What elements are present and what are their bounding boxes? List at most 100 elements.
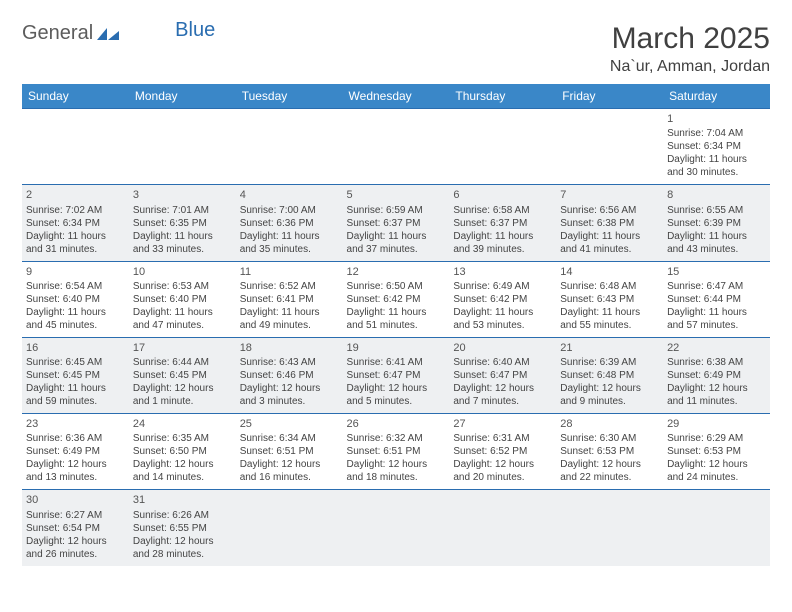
calendar-day-cell — [663, 490, 770, 566]
daylight-text: Daylight: 12 hours and 20 minutes. — [453, 458, 552, 484]
sunrise-text: Sunrise: 6:53 AM — [133, 280, 232, 293]
daylight-text: Daylight: 12 hours and 11 minutes. — [667, 382, 766, 408]
title-block: March 2025 Na`ur, Amman, Jordan — [610, 22, 770, 76]
daylight-text: Daylight: 11 hours and 55 minutes. — [560, 306, 659, 332]
sunset-text: Sunset: 6:47 PM — [453, 369, 552, 382]
calendar-body: 1Sunrise: 7:04 AMSunset: 6:34 PMDaylight… — [22, 109, 770, 566]
calendar-day-cell: 28Sunrise: 6:30 AMSunset: 6:53 PMDayligh… — [556, 414, 663, 490]
daylight-text: Daylight: 11 hours and 41 minutes. — [560, 230, 659, 256]
weekday-header: Wednesday — [343, 84, 450, 109]
day-number: 25 — [240, 417, 339, 431]
daylight-text: Daylight: 11 hours and 35 minutes. — [240, 230, 339, 256]
calendar-day-cell: 9Sunrise: 6:54 AMSunset: 6:40 PMDaylight… — [22, 261, 129, 337]
calendar-day-cell: 6Sunrise: 6:58 AMSunset: 6:37 PMDaylight… — [449, 185, 556, 261]
calendar-day-cell: 20Sunrise: 6:40 AMSunset: 6:47 PMDayligh… — [449, 337, 556, 413]
sunrise-text: Sunrise: 6:40 AM — [453, 356, 552, 369]
calendar-day-cell: 12Sunrise: 6:50 AMSunset: 6:42 PMDayligh… — [343, 261, 450, 337]
sunrise-text: Sunrise: 6:44 AM — [133, 356, 232, 369]
sunset-text: Sunset: 6:37 PM — [453, 217, 552, 230]
daylight-text: Daylight: 12 hours and 28 minutes. — [133, 535, 232, 561]
calendar-day-cell: 29Sunrise: 6:29 AMSunset: 6:53 PMDayligh… — [663, 414, 770, 490]
day-number: 24 — [133, 417, 232, 431]
sunrise-text: Sunrise: 6:56 AM — [560, 204, 659, 217]
calendar-day-cell: 31Sunrise: 6:26 AMSunset: 6:55 PMDayligh… — [129, 490, 236, 566]
calendar-day-cell: 10Sunrise: 6:53 AMSunset: 6:40 PMDayligh… — [129, 261, 236, 337]
sunrise-text: Sunrise: 6:58 AM — [453, 204, 552, 217]
month-title: March 2025 — [610, 22, 770, 56]
daylight-text: Daylight: 11 hours and 45 minutes. — [26, 306, 125, 332]
sunset-text: Sunset: 6:51 PM — [347, 445, 446, 458]
daylight-text: Daylight: 12 hours and 22 minutes. — [560, 458, 659, 484]
day-number: 4 — [240, 188, 339, 202]
sunrise-text: Sunrise: 7:01 AM — [133, 204, 232, 217]
calendar-day-cell: 1Sunrise: 7:04 AMSunset: 6:34 PMDaylight… — [663, 109, 770, 185]
day-number: 10 — [133, 265, 232, 279]
daylight-text: Daylight: 12 hours and 26 minutes. — [26, 535, 125, 561]
daylight-text: Daylight: 12 hours and 5 minutes. — [347, 382, 446, 408]
sunrise-text: Sunrise: 7:04 AM — [667, 127, 766, 140]
daylight-text: Daylight: 12 hours and 9 minutes. — [560, 382, 659, 408]
calendar-day-cell — [556, 490, 663, 566]
calendar-day-cell: 25Sunrise: 6:34 AMSunset: 6:51 PMDayligh… — [236, 414, 343, 490]
daylight-text: Daylight: 11 hours and 47 minutes. — [133, 306, 232, 332]
calendar-day-cell: 19Sunrise: 6:41 AMSunset: 6:47 PMDayligh… — [343, 337, 450, 413]
daylight-text: Daylight: 11 hours and 49 minutes. — [240, 306, 339, 332]
daylight-text: Daylight: 12 hours and 3 minutes. — [240, 382, 339, 408]
sunset-text: Sunset: 6:45 PM — [26, 369, 125, 382]
calendar-header-row: SundayMondayTuesdayWednesdayThursdayFrid… — [22, 84, 770, 109]
daylight-text: Daylight: 11 hours and 37 minutes. — [347, 230, 446, 256]
day-number: 31 — [133, 493, 232, 507]
sunset-text: Sunset: 6:53 PM — [667, 445, 766, 458]
calendar-day-cell: 27Sunrise: 6:31 AMSunset: 6:52 PMDayligh… — [449, 414, 556, 490]
day-number: 30 — [26, 493, 125, 507]
weekday-header: Sunday — [22, 84, 129, 109]
sunrise-text: Sunrise: 6:27 AM — [26, 509, 125, 522]
day-number: 1 — [667, 112, 766, 126]
day-number: 16 — [26, 341, 125, 355]
day-number: 13 — [453, 265, 552, 279]
day-number: 5 — [347, 188, 446, 202]
day-number: 22 — [667, 341, 766, 355]
sunrise-text: Sunrise: 6:54 AM — [26, 280, 125, 293]
sunset-text: Sunset: 6:40 PM — [26, 293, 125, 306]
sunset-text: Sunset: 6:43 PM — [560, 293, 659, 306]
sunrise-text: Sunrise: 6:39 AM — [560, 356, 659, 369]
sunset-text: Sunset: 6:47 PM — [347, 369, 446, 382]
sunrise-text: Sunrise: 6:31 AM — [453, 432, 552, 445]
sunset-text: Sunset: 6:46 PM — [240, 369, 339, 382]
day-number: 27 — [453, 417, 552, 431]
calendar-day-cell: 13Sunrise: 6:49 AMSunset: 6:42 PMDayligh… — [449, 261, 556, 337]
sunrise-text: Sunrise: 6:41 AM — [347, 356, 446, 369]
day-number: 6 — [453, 188, 552, 202]
sunrise-text: Sunrise: 6:59 AM — [347, 204, 446, 217]
daylight-text: Daylight: 11 hours and 53 minutes. — [453, 306, 552, 332]
sunrise-text: Sunrise: 7:02 AM — [26, 204, 125, 217]
sunset-text: Sunset: 6:48 PM — [560, 369, 659, 382]
weekday-header: Monday — [129, 84, 236, 109]
sunset-text: Sunset: 6:41 PM — [240, 293, 339, 306]
calendar-day-cell: 11Sunrise: 6:52 AMSunset: 6:41 PMDayligh… — [236, 261, 343, 337]
calendar-day-cell: 15Sunrise: 6:47 AMSunset: 6:44 PMDayligh… — [663, 261, 770, 337]
daylight-text: Daylight: 11 hours and 31 minutes. — [26, 230, 125, 256]
day-number: 7 — [560, 188, 659, 202]
sunrise-text: Sunrise: 6:43 AM — [240, 356, 339, 369]
day-number: 23 — [26, 417, 125, 431]
sunrise-text: Sunrise: 6:49 AM — [453, 280, 552, 293]
calendar-day-cell — [343, 109, 450, 185]
sunset-text: Sunset: 6:42 PM — [347, 293, 446, 306]
weekday-header: Saturday — [663, 84, 770, 109]
day-number: 14 — [560, 265, 659, 279]
logo-general-text: General — [22, 22, 93, 45]
calendar-week-row: 9Sunrise: 6:54 AMSunset: 6:40 PMDaylight… — [22, 261, 770, 337]
sunset-text: Sunset: 6:35 PM — [133, 217, 232, 230]
sunrise-text: Sunrise: 6:34 AM — [240, 432, 339, 445]
daylight-text: Daylight: 12 hours and 7 minutes. — [453, 382, 552, 408]
calendar-day-cell: 4Sunrise: 7:00 AMSunset: 6:36 PMDaylight… — [236, 185, 343, 261]
daylight-text: Daylight: 11 hours and 59 minutes. — [26, 382, 125, 408]
header: GeneralBlue March 2025 Na`ur, Amman, Jor… — [22, 22, 770, 76]
daylight-text: Daylight: 12 hours and 14 minutes. — [133, 458, 232, 484]
calendar-day-cell: 17Sunrise: 6:44 AMSunset: 6:45 PMDayligh… — [129, 337, 236, 413]
calendar-day-cell: 14Sunrise: 6:48 AMSunset: 6:43 PMDayligh… — [556, 261, 663, 337]
weekday-header: Friday — [556, 84, 663, 109]
calendar-week-row: 23Sunrise: 6:36 AMSunset: 6:49 PMDayligh… — [22, 414, 770, 490]
